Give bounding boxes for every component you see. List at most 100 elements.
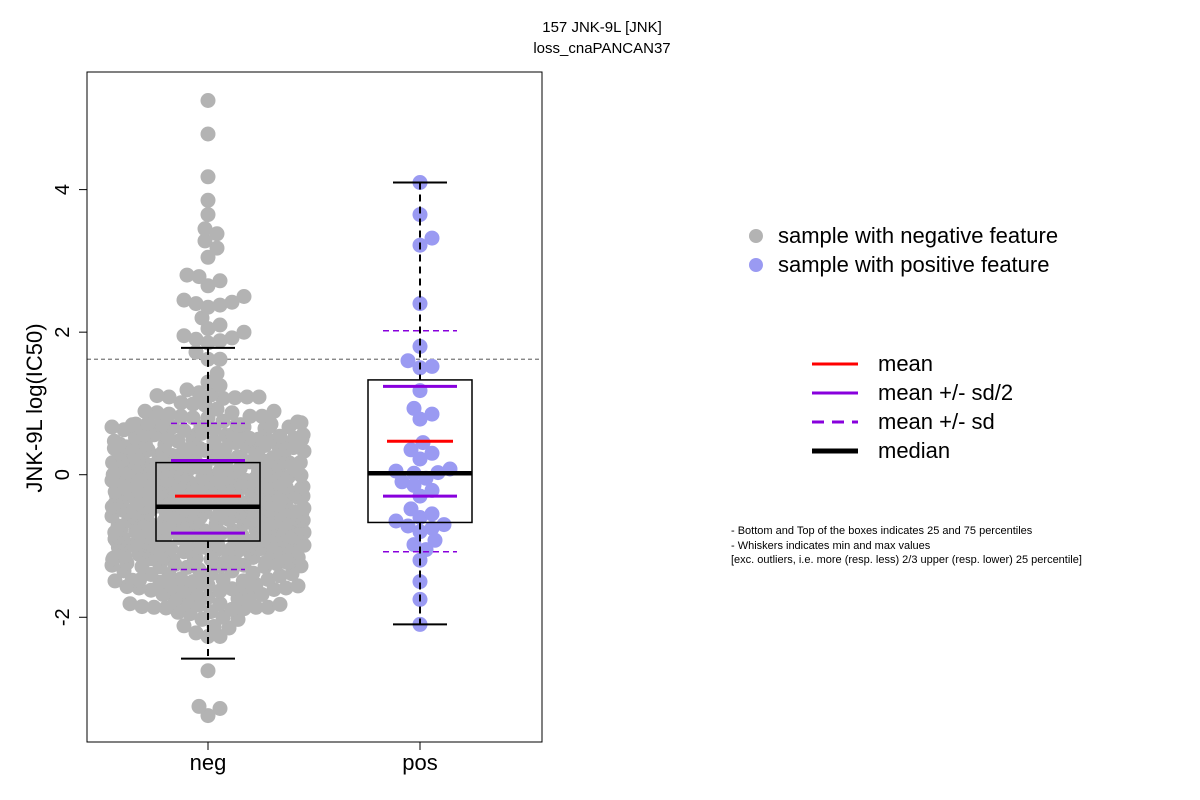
data-point-neg — [188, 625, 204, 641]
data-point-pos — [406, 537, 422, 553]
data-point-neg — [225, 523, 241, 539]
legend-label-half-sd: mean +/- sd/2 — [878, 380, 1014, 405]
data-point-neg — [154, 417, 170, 433]
data-point-neg — [161, 406, 177, 422]
data-point-neg — [209, 240, 225, 256]
data-point-neg — [188, 296, 204, 312]
data-point-pos — [424, 482, 440, 498]
data-point-pos — [412, 524, 428, 540]
data-point-neg — [242, 430, 258, 446]
data-point-neg — [200, 278, 216, 294]
data-point-neg — [146, 599, 162, 615]
data-point-neg — [161, 389, 177, 405]
data-point-neg — [212, 297, 228, 313]
data-point-neg — [290, 578, 306, 594]
data-point-neg — [266, 403, 282, 419]
data-point-neg — [173, 395, 189, 411]
data-point-neg — [212, 583, 228, 599]
y-tick-label: 2 — [52, 327, 74, 338]
legend-marker-point — [749, 229, 763, 243]
data-point-neg — [200, 335, 216, 351]
note-outliers: [exc. outliers, i.e. more (resp. less) 2… — [731, 554, 1082, 566]
data-point-neg — [200, 93, 216, 108]
legend-label-negative: sample with negative feature — [778, 223, 1059, 248]
data-point-neg — [236, 324, 252, 340]
data-point-pos — [400, 353, 416, 369]
plot-area — [87, 93, 542, 724]
data-point-neg — [200, 589, 216, 605]
y-tick-label: 0 — [52, 469, 74, 480]
data-point-neg — [290, 414, 306, 430]
data-point-neg — [195, 470, 211, 486]
data-point-neg — [212, 378, 228, 394]
data-point-neg — [209, 366, 225, 381]
data-point-pos — [424, 358, 440, 374]
data-point-pos — [406, 477, 422, 493]
data-point-neg — [200, 126, 216, 142]
data-point-neg — [188, 331, 204, 347]
data-point-pos — [412, 574, 428, 590]
data-point-neg — [134, 599, 150, 615]
data-point-neg — [122, 596, 138, 612]
y-tick-label: -2 — [52, 608, 74, 626]
data-point-neg — [128, 416, 144, 432]
data-point-neg — [149, 405, 165, 421]
data-point-neg — [170, 604, 186, 620]
data-point-neg — [236, 289, 252, 304]
data-point-neg — [197, 233, 213, 249]
axes: -2 0 2 4 neg pos — [52, 71, 543, 775]
data-point-neg — [212, 596, 228, 612]
data-point-neg — [224, 405, 240, 421]
data-point-pos — [424, 406, 440, 422]
data-point-neg — [215, 390, 231, 406]
data-point-pos — [412, 451, 428, 467]
data-point-neg — [140, 415, 156, 431]
data-point-pos — [436, 517, 452, 533]
legend-label-positive: sample with positive feature — [778, 252, 1050, 277]
data-point-neg — [176, 423, 192, 438]
y-tick-label: 4 — [52, 184, 74, 195]
legend-label-mean: mean — [878, 351, 934, 376]
data-point-pos — [406, 400, 422, 416]
data-point-neg — [296, 537, 312, 553]
data-point-neg — [224, 581, 240, 597]
data-point-pos — [424, 230, 440, 246]
data-point-pos — [388, 513, 404, 529]
data-point-neg — [278, 580, 294, 596]
data-point-neg — [200, 299, 216, 315]
data-point-neg — [209, 226, 225, 242]
data-point-pos — [424, 445, 440, 461]
data-point-neg — [251, 389, 267, 405]
data-point-neg — [185, 410, 201, 426]
chart-title: 157 JNK-9L [JNK] — [542, 19, 662, 36]
data-point-neg — [117, 480, 133, 496]
data-point-neg — [173, 408, 189, 424]
data-point-neg — [295, 427, 311, 443]
data-point-neg — [173, 571, 189, 587]
data-point-neg — [212, 351, 228, 367]
y-axis-label: JNK-9L log(IC50) — [22, 323, 47, 492]
data-point-neg — [200, 708, 216, 724]
data-point-neg — [200, 207, 216, 223]
data-point-neg — [106, 433, 122, 449]
data-point-neg — [191, 385, 207, 401]
data-point-neg — [200, 351, 216, 367]
box-neg — [155, 461, 261, 542]
data-point-neg — [260, 572, 276, 587]
note-boxes: - Bottom and Top of the boxes indicates … — [731, 525, 1033, 537]
data-point-neg — [200, 249, 216, 265]
data-point-neg — [200, 169, 216, 185]
data-point-neg — [200, 192, 216, 208]
data-point-pos — [418, 542, 434, 558]
data-point-pos — [403, 501, 419, 517]
data-point-neg — [212, 317, 228, 333]
data-point-neg — [200, 663, 216, 679]
data-point-neg — [227, 390, 243, 406]
data-point-neg — [191, 562, 207, 577]
data-point-neg — [260, 599, 276, 615]
data-point-neg — [212, 333, 228, 349]
data-point-neg — [248, 577, 264, 592]
data-point-neg — [179, 267, 195, 283]
data-point-neg — [272, 568, 288, 584]
